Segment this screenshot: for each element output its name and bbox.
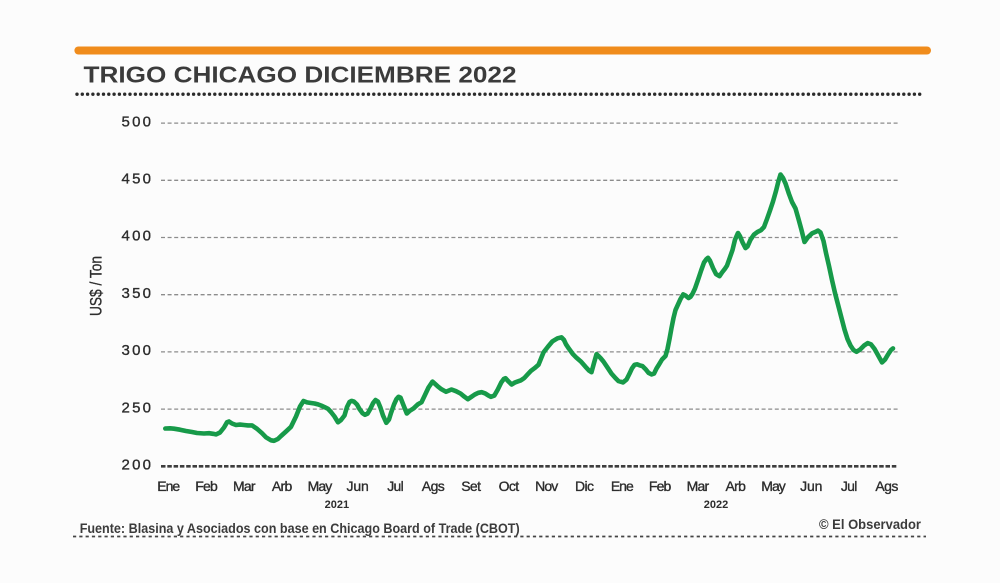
svg-text:Jul: Jul	[841, 478, 858, 494]
svg-text:Ene: Ene	[611, 478, 634, 494]
svg-text:450: 450	[122, 171, 152, 188]
svg-text:Fuente: Blasina y Asociados co: Fuente: Blasina y Asociados con base en …	[80, 521, 520, 536]
svg-text:Arb: Arb	[725, 478, 746, 494]
svg-text:Ene: Ene	[157, 478, 180, 494]
svg-text:US$ / Ton: US$ / Ton	[88, 256, 106, 316]
svg-text:May: May	[761, 478, 786, 494]
svg-text:Arb: Arb	[272, 478, 293, 494]
svg-text:Jun: Jun	[347, 478, 369, 494]
svg-text:200: 200	[122, 457, 152, 474]
svg-text:Jun: Jun	[800, 478, 822, 494]
svg-text:Feb: Feb	[649, 478, 672, 494]
svg-text:© El Observador: © El Observador	[819, 517, 922, 532]
svg-text:Oct: Oct	[499, 478, 520, 494]
svg-text:2022: 2022	[704, 499, 728, 511]
svg-text:Set: Set	[461, 478, 481, 494]
svg-text:2021: 2021	[325, 499, 349, 511]
svg-text:Ags: Ags	[875, 478, 898, 494]
svg-text:Dic: Dic	[575, 478, 594, 494]
svg-text:Mar: Mar	[233, 478, 256, 494]
svg-text:TRIGO CHICAGO DICIEMBRE 2022: TRIGO CHICAGO DICIEMBRE 2022	[84, 62, 517, 88]
svg-text:Mar: Mar	[687, 478, 710, 494]
svg-text:Nov: Nov	[535, 478, 558, 494]
svg-text:400: 400	[122, 228, 152, 245]
svg-text:May: May	[308, 478, 333, 494]
svg-text:300: 300	[122, 342, 152, 359]
svg-text:500: 500	[122, 113, 152, 130]
svg-text:Feb: Feb	[195, 478, 218, 494]
svg-text:250: 250	[122, 399, 152, 416]
svg-text:350: 350	[122, 285, 152, 302]
svg-text:Jul: Jul	[387, 478, 404, 494]
svg-text:Ags: Ags	[422, 478, 445, 494]
